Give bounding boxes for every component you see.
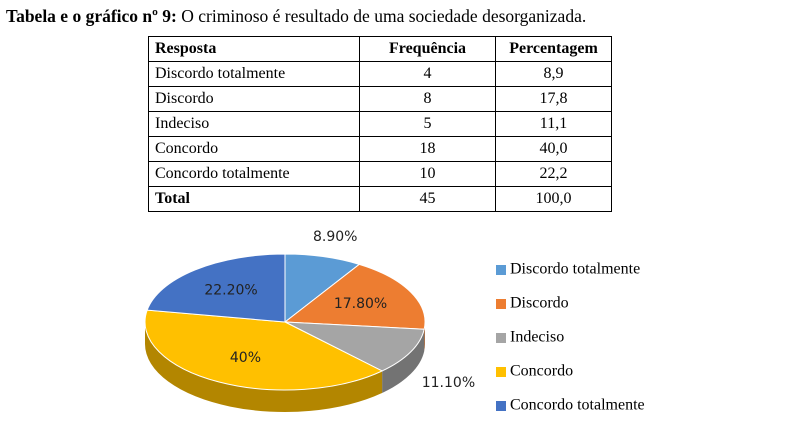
pie-slice [144,309,384,391]
legend-swatch [496,265,506,275]
table-row: Indeciso 5 11,1 [148,111,612,137]
pie-slice [283,263,426,330]
data-label: 40% [230,350,261,366]
data-label: 22.20% [204,283,257,299]
table-cell: 100,0 [495,186,612,212]
table-cell: 5 [359,111,496,137]
table-cell: 8,9 [495,61,612,87]
table-row: Concordo totalmente 10 22,2 [148,161,612,187]
data-label: 8.90% [313,229,357,245]
pie-slice [146,253,286,323]
legend-label: Discordo totalmente [510,261,640,278]
table-row: Discordo totalmente 4 8,9 [148,61,612,87]
header-cell: Percentagem [495,36,612,62]
table-cell: 11,1 [495,111,612,137]
table-cell: Discordo totalmente [148,61,360,87]
title: Tabela e o gráfico nº 9: O criminoso é r… [6,6,586,27]
legend-swatch [496,367,506,377]
legend-swatch [496,333,506,343]
data-label: 17.80% [334,296,387,312]
pie-slice [284,321,425,372]
legend-swatch [496,299,506,309]
table-cell: 4 [359,61,496,87]
pie-side [145,322,383,412]
legend-label: Concordo [510,363,573,380]
legend-label: Concordo totalmente [510,397,645,414]
title-text: O criminoso é resultado de uma sociedade… [181,6,587,26]
table-row: Total 45 100,0 [148,186,612,212]
table-cell: Total [148,186,360,212]
pie-side [382,329,425,393]
table-cell: 45 [359,186,496,212]
legend-swatch [496,401,506,411]
title-label: Tabela e o gráfico nº 9: [6,6,177,26]
table-cell: Concordo totalmente [148,161,360,187]
legend-label: Discordo [510,295,569,312]
table-cell: Indeciso [148,111,360,137]
table: Resposta Frequência Percentagem Discordo to… [148,36,612,212]
legend-label: Indeciso [510,329,564,346]
data-label: 11.10% [422,375,475,391]
